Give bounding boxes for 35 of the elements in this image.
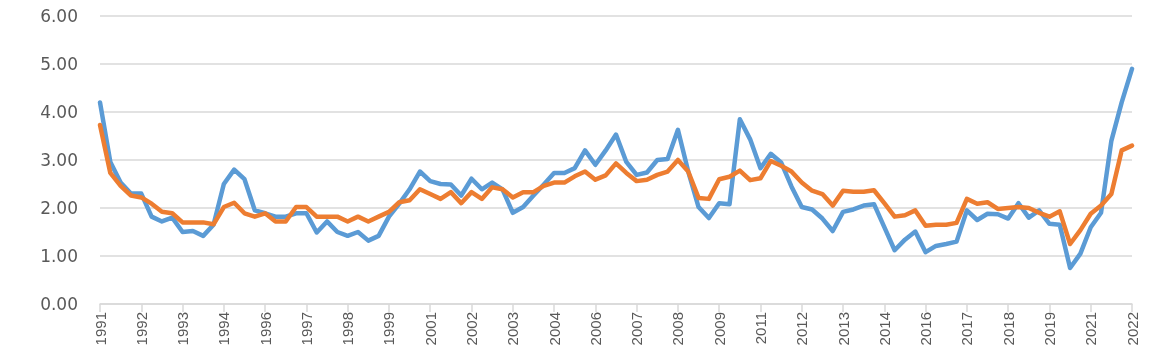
y-tick-label: 6.00 [40,6,78,26]
x-tick-label: 1999 [380,312,398,346]
line-series [97,122,1135,247]
y-tick-label: 1.00 [40,246,78,266]
x-tick-label: 2002 [463,312,481,346]
y-tick-label: 4.00 [40,102,78,122]
x-tick-label: 1993 [174,312,192,346]
x-tick-label: 1992 [132,312,150,346]
x-tick-label: 2003 [504,312,522,346]
x-tick-label: 2004 [545,312,563,346]
y-tick-label: 3.00 [40,150,78,170]
x-tick-label: 1991 [91,312,109,346]
x-tick-label: 1996 [256,312,274,346]
x-tick-label: 2022 [1123,312,1141,346]
x-tick-label: 2016 [917,312,935,346]
x-tick-label: 2013 [834,312,852,346]
y-tick-label: 2.00 [40,198,78,218]
x-tick-label: 1994 [215,312,233,346]
y-tick-label: 5.00 [40,54,78,74]
x-tick-label: 2012 [793,312,811,346]
x-tick-label: 2001 [421,312,439,346]
x-tick-label: 1998 [339,312,357,346]
y-tick-label: 0.00 [40,294,78,314]
x-tick-label: 2019 [1040,312,1058,346]
x-tick-label: 1997 [297,312,315,346]
line-series [97,66,1135,271]
x-tick-label: 2018 [999,312,1017,346]
x-tick-label: 2007 [628,312,646,346]
x-tick-label: 2006 [586,312,604,346]
x-tick-label: 2021 [1082,312,1100,346]
x-tick-label: 2017 [958,312,976,346]
x-tick-label: 2009 [710,312,728,346]
x-tick-label: 2008 [669,312,687,346]
x-tick-label: 2014 [875,312,893,346]
x-tick-label: 2011 [751,312,769,345]
